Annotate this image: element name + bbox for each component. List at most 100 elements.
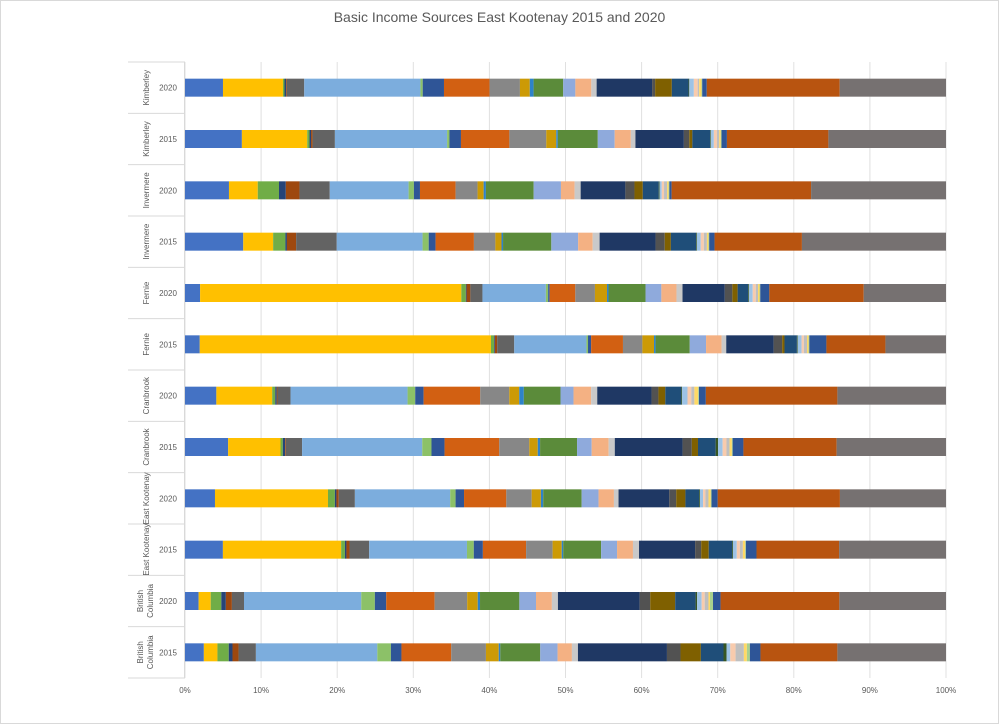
bar-segment xyxy=(760,643,838,662)
bar-segment xyxy=(635,130,684,148)
bar-segment xyxy=(551,592,558,610)
bar-segment xyxy=(519,78,530,97)
region-label: Fernie xyxy=(142,281,151,304)
region-label: East Kootenay xyxy=(142,524,151,576)
bar-segment xyxy=(255,643,378,662)
bar-segment xyxy=(680,643,701,662)
bar-segment xyxy=(185,643,204,662)
bar-segment xyxy=(622,335,643,354)
bar-segment xyxy=(729,438,732,456)
bar-segment xyxy=(682,386,688,405)
bar-segment xyxy=(199,335,491,354)
bar-segment xyxy=(613,489,619,508)
year-label: 2015 xyxy=(159,135,177,144)
bar-segment xyxy=(334,130,448,148)
bar-segment xyxy=(422,438,432,456)
bar-segment xyxy=(428,232,436,251)
bar-segment xyxy=(718,438,723,456)
bar-segment xyxy=(748,284,749,302)
bar-segment xyxy=(597,130,615,148)
bar-segment xyxy=(407,386,416,405)
x-tick-label: 20% xyxy=(329,686,345,695)
bar-segment xyxy=(695,592,698,610)
bar-segment xyxy=(514,335,587,354)
bar-segment xyxy=(336,489,339,508)
bar-segment xyxy=(670,232,697,251)
bar-segment xyxy=(575,78,592,97)
bar-segment xyxy=(732,540,734,559)
bar-segment xyxy=(745,540,757,559)
region-label-text: Kimberley xyxy=(142,121,151,157)
bar-segment xyxy=(311,130,313,148)
bar-segment xyxy=(597,386,652,405)
bar-segment xyxy=(731,438,733,456)
bar-segment xyxy=(809,335,827,354)
bar-segment xyxy=(302,438,423,456)
bar-segment xyxy=(497,335,515,354)
bar-segment xyxy=(413,181,420,200)
bar-segment xyxy=(571,643,578,662)
x-tick-label: 100% xyxy=(936,686,956,695)
bar-segment xyxy=(285,438,286,456)
bar-segment xyxy=(716,130,720,148)
x-tick-label: 70% xyxy=(710,686,726,695)
bar-segment xyxy=(839,592,946,610)
bar-segment xyxy=(574,181,581,200)
bar-segment xyxy=(667,181,669,200)
bar-segment xyxy=(309,130,312,148)
bar-segment xyxy=(796,335,798,354)
bar-segment xyxy=(742,540,746,559)
bar-segment xyxy=(803,335,808,354)
bar-segment xyxy=(444,438,500,456)
bar-segment xyxy=(450,489,456,508)
region-label-line: British xyxy=(136,641,145,663)
bar-segment xyxy=(221,592,226,610)
bar-segment xyxy=(578,232,593,251)
bar-segment xyxy=(495,232,502,251)
bar-segment xyxy=(361,592,375,610)
bar-segment xyxy=(713,592,721,610)
bar-segment xyxy=(557,130,598,148)
bar-segment xyxy=(304,78,421,97)
bar-segment xyxy=(354,489,451,508)
bar-segment xyxy=(733,540,737,559)
bar-segment xyxy=(801,335,804,354)
bar-segment xyxy=(494,335,495,354)
bar-segment xyxy=(277,386,291,405)
bar-segment xyxy=(714,232,802,251)
bar-segment xyxy=(540,438,578,456)
bar-segment xyxy=(285,232,287,251)
bar-segment xyxy=(726,335,774,354)
bar-segment xyxy=(500,643,541,662)
region-label: Cranbrook xyxy=(142,427,151,465)
bar-segment xyxy=(591,438,609,456)
bar-segment xyxy=(556,130,558,148)
year-label: 2015 xyxy=(159,340,177,349)
year-label: 2020 xyxy=(159,597,177,606)
bar-segment xyxy=(705,489,709,508)
bar-segment xyxy=(721,130,727,148)
bar-segment xyxy=(422,78,444,97)
bar-segment xyxy=(726,130,829,148)
region-label-text: Fernie xyxy=(142,332,151,355)
bar-segment xyxy=(655,335,690,354)
bar-segment xyxy=(185,592,199,610)
bar-segment xyxy=(758,284,760,302)
bar-segment xyxy=(709,592,714,610)
bar-segment xyxy=(276,386,278,405)
bar-segment xyxy=(885,335,946,354)
bar-segment xyxy=(722,438,727,456)
bar-segment xyxy=(551,232,579,251)
bar-segment xyxy=(694,386,699,405)
bar-segment xyxy=(455,489,465,508)
region-label-line: Columbia xyxy=(146,635,155,669)
bar-segment xyxy=(185,284,201,302)
bar-segment xyxy=(506,489,532,508)
region-label: Kimberley xyxy=(142,121,151,157)
region-label: Kimberley xyxy=(142,70,151,106)
bar-segment xyxy=(531,489,541,508)
year-label: 2020 xyxy=(159,84,177,93)
bar-segment xyxy=(285,438,303,456)
region-label-text: Cranbrook xyxy=(142,427,151,465)
bar-segment xyxy=(669,181,672,200)
